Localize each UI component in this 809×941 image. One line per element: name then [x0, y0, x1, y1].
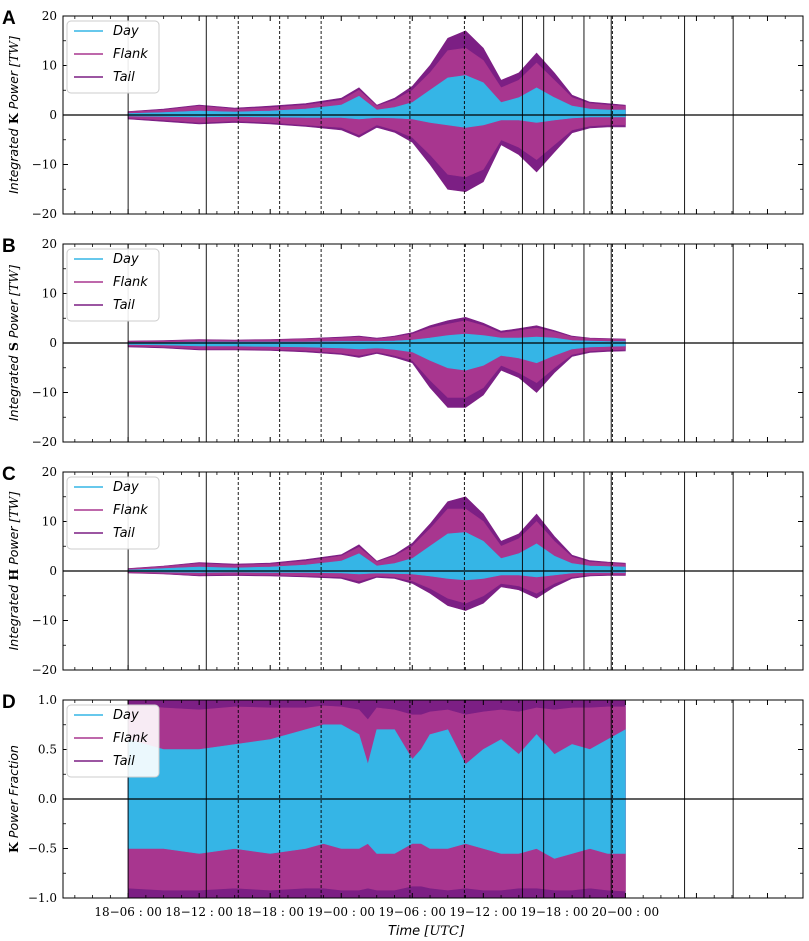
legend-box — [66, 704, 160, 778]
area-day — [127, 532, 626, 581]
legend-label-day: Day — [113, 252, 139, 267]
panel-letter: B — [2, 236, 16, 257]
x-axis-label: Time [UTC] — [388, 924, 465, 939]
area-day — [127, 724, 626, 859]
legend-label-flank: Flank — [113, 275, 148, 290]
y-tick-label: 0 — [49, 564, 57, 578]
x-tick-label: 19−18 : 00 — [521, 905, 589, 919]
y-tick-label: 1.0 — [38, 693, 57, 707]
y-tick-label: 0.5 — [38, 743, 57, 757]
y-tick-label: 0.0 — [38, 792, 57, 806]
legend-label-flank: Flank — [113, 503, 148, 518]
legend-label-flank: Flank — [113, 731, 148, 746]
legend: Day Flank Tail — [66, 476, 160, 550]
legend: Day Flank Tail — [66, 20, 160, 94]
legend-label-tail: Tail — [113, 298, 135, 313]
legend-label-tail: Tail — [113, 526, 135, 541]
panel-d: 1.0 0.5 0.0 −0.5 −1.0 18−06 : 00 18−12 : 00 18−… — [2, 692, 804, 919]
y-axis-label: Integrated S Power [TW] — [6, 265, 21, 421]
panel-letter: C — [2, 464, 16, 485]
legend-label-day: Day — [113, 480, 139, 495]
legend-box — [66, 248, 160, 322]
y-tick-label: 20 — [42, 237, 57, 251]
area-group — [127, 316, 626, 408]
y-tick-label: −0.5 — [28, 842, 57, 856]
x-tick-label: 18−18 : 00 — [236, 905, 304, 919]
y-axis-label: K Power Fraction — [6, 745, 21, 853]
panel-letter: A — [2, 8, 16, 29]
x-tick-label: 18−12 : 00 — [165, 905, 233, 919]
area-group — [127, 496, 626, 611]
y-axis-label: Integrated K Power [TW] — [6, 36, 21, 194]
legend-box — [66, 476, 160, 550]
legend: Day Flank Tail — [66, 248, 160, 322]
y-tick-label: −20 — [32, 435, 57, 449]
x-tick-label: 19−12 : 00 — [450, 905, 518, 919]
y-tick-label: 20 — [42, 9, 57, 23]
legend-label-tail: Tail — [113, 754, 135, 769]
y-tick-label: −20 — [32, 207, 57, 221]
panels: 20 10 0 −10 −20 A Integrated K Power [TW] Day Fl… — [2, 8, 804, 919]
x-tick-label: 20−00 : 00 — [592, 905, 660, 919]
y-tick-label: 0 — [49, 108, 57, 122]
panel-a: 20 10 0 −10 −20 A Integrated K Power [TW] Day Fl… — [2, 8, 804, 221]
legend-label-flank: Flank — [113, 47, 148, 62]
x-tick-label: 19−06 : 00 — [379, 905, 447, 919]
legend-label-tail: Tail — [113, 70, 135, 85]
x-tick-label: 18−06 : 00 — [94, 905, 162, 919]
area-flank — [127, 508, 626, 604]
y-tick-label: −20 — [32, 663, 57, 677]
area-flank — [127, 320, 626, 398]
y-tick-label: 20 — [42, 465, 57, 479]
y-tick-label: −1.0 — [28, 891, 57, 905]
legend-box — [66, 20, 160, 94]
y-tick-label: 0 — [49, 336, 57, 350]
panel-letter: D — [2, 692, 16, 713]
y-tick-label: 10 — [42, 515, 57, 529]
legend: Day Flank Tail — [66, 704, 160, 778]
y-tick-label: −10 — [32, 158, 57, 172]
y-tick-label: −10 — [32, 614, 57, 628]
legend-label-day: Day — [113, 708, 139, 723]
panel-c: 20 10 0 −10 −20 C Integrated H Power [TW] Day Fl… — [2, 464, 804, 677]
y-tick-label: 10 — [42, 287, 57, 301]
y-tick-label: −10 — [32, 386, 57, 400]
panel-b: 20 10 0 −10 −20 B Integrated S Power [TW] Day Fl… — [2, 236, 804, 449]
y-axis-label: Integrated H Power [TW] — [6, 491, 21, 650]
y-tick-label: 10 — [42, 59, 57, 73]
area-group — [127, 30, 626, 193]
legend-label-day: Day — [113, 24, 139, 39]
x-tick-label: 19−00 : 00 — [307, 905, 375, 919]
